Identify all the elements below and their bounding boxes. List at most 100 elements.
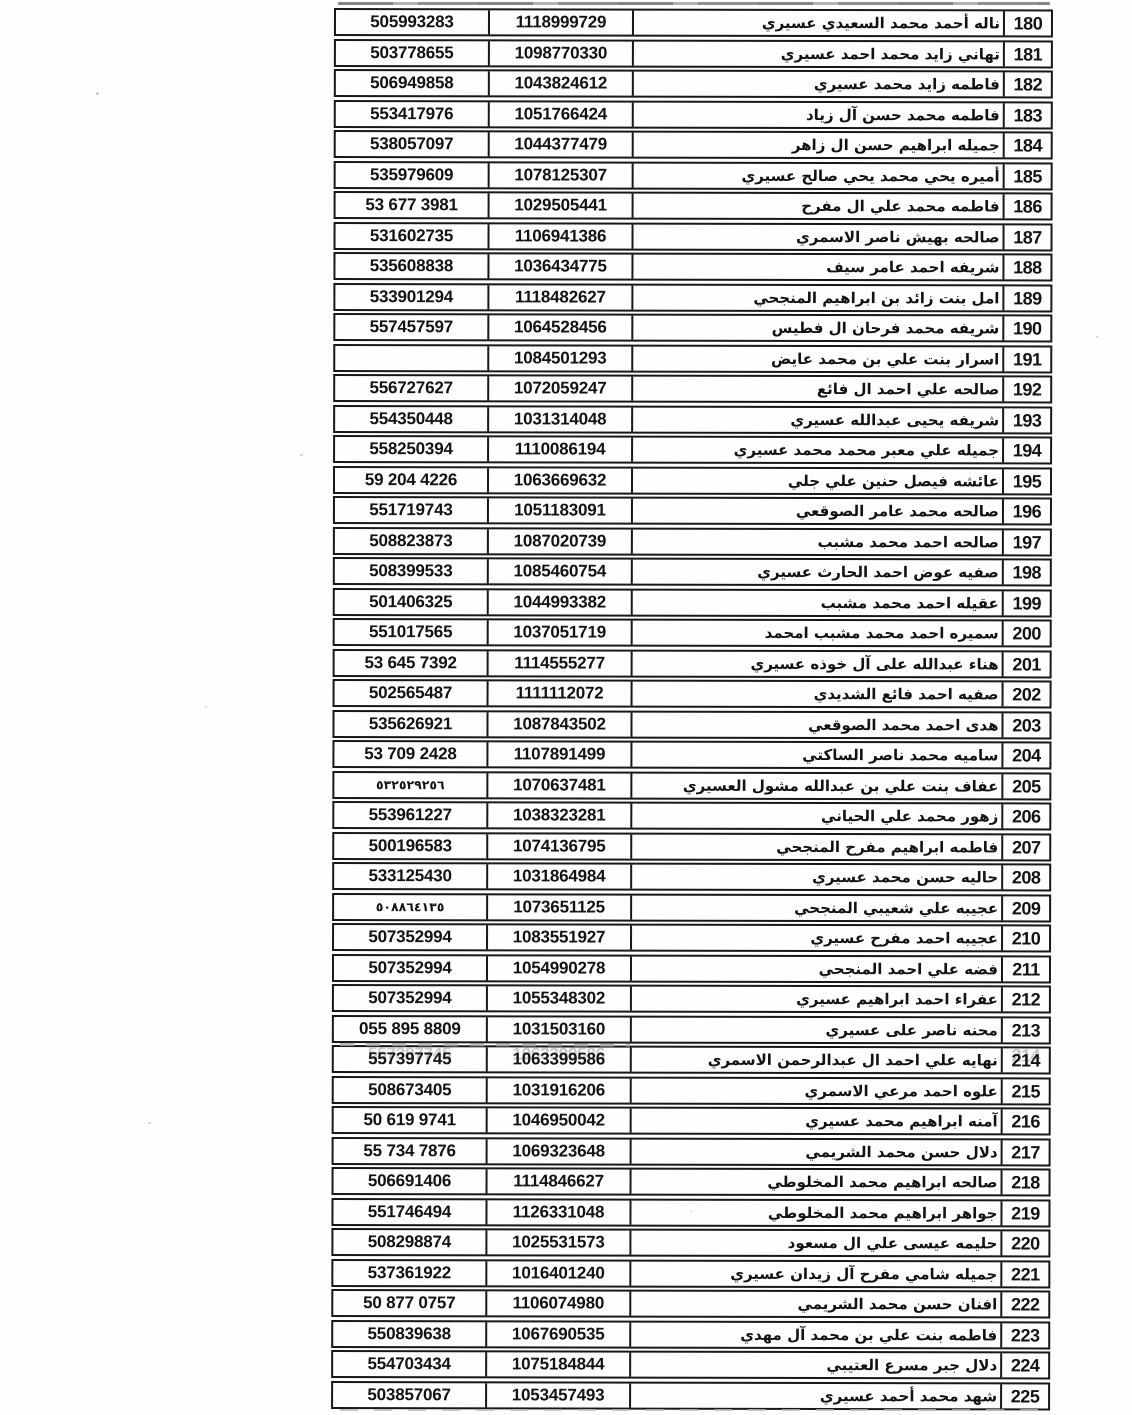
row-number-cell: 197 [1001,529,1050,555]
name-cell: صفيه احمد فائع الشديدي [813,685,999,704]
name-cell: جواهر ابراهيم محمد المخلوطي [767,1203,998,1222]
name-cell: دلال جبر مسرع العتيبي [826,1356,998,1375]
national-id-cell: 1087843502 [488,711,633,737]
name-cell: حاليه حسن محمد عسيري [812,868,999,887]
national-id-cell: 1051766424 [489,101,634,127]
phone-cell: 551017565 [334,620,489,645]
phone-cell: 50 619 9741 [333,1108,488,1133]
table-row: 506691406 1114846627 صالحه ابراهيم محمد … [331,1166,1051,1197]
phone-cell: 535979609 [335,162,490,187]
row-number-cell: 203 [1001,712,1050,738]
row-number-cell: 182 [1002,72,1051,97]
name-cell: صالحه علي احمد ال فائع [816,380,1000,399]
phone-cell: 551719743 [334,498,489,523]
row-number-cell: 223 [1000,1322,1049,1347]
table-row: 507352994 1054990278 فضه علي احمد المنجح… [331,953,1052,984]
national-id-cell: 1118999729 [489,10,634,35]
phone-cell: 533901294 [335,284,490,309]
table-row: 557397745 1063399586 نهايه علي احمد ال ع… [331,1044,1051,1075]
row-number-cell: 191 [1002,346,1051,372]
row-number-cell: 188 [1002,255,1051,280]
national-id-cell: 1069323648 [487,1138,632,1164]
national-id-cell: 1111112072 [488,681,633,706]
national-id-cell: 1074136795 [488,833,633,859]
phone-cell: 055 895 8809 [333,1016,488,1041]
table-row: 55 734 7876 1069323648 دلال حسن محمد الش… [331,1136,1051,1167]
phone-cell: 500196583 [334,833,489,858]
row-number-cell: 207 [1001,834,1050,859]
national-id-cell: 1063669632 [488,467,634,493]
table-row: 506949858 1043824612 فاطمه زايد محمد عسي… [333,68,1053,99]
phone-cell: 558250394 [335,437,490,462]
national-id-cell: 1031916206 [487,1077,632,1103]
table-row: 553961227 1038323281 زهور محمد علي الحيا… [332,800,1052,831]
national-id-cell: 1063399586 [487,1047,632,1072]
phone-cell: 507352994 [333,955,489,980]
table-row: 538057097 1044377479 جميله ابراهيم حسن ا… [333,129,1053,160]
national-id-cell: 1106074980 [487,1291,632,1316]
row-number-cell: 193 [1002,407,1051,433]
row-number-cell: 217 [1000,1139,1049,1164]
row-number-cell: 216 [1000,1109,1049,1134]
phone-cell: 506691406 [333,1169,488,1194]
table-row: ٥٣٢٥٢٩٢٥٦ 1070637481 عفاف بنت علي بن عبد… [332,770,1052,801]
row-number-cell: 180 [1002,11,1051,36]
scan-speck [148,1122,151,1124]
row-number-cell: 200 [1001,621,1050,646]
table-row: 533125430 1031864984 حاليه حسن محمد عسير… [332,861,1052,892]
phone-cell: 53 677 3981 [335,193,490,218]
table-row: 59 204 4226 1063669632 عائشه فيصل حنين ع… [332,465,1053,496]
national-id-cell: 1053457493 [487,1382,632,1408]
name-cell: جميله شامي مفرح آل زيدان عسيري [730,1264,998,1283]
national-id-cell: 1072059247 [489,376,634,401]
row-number-cell: 199 [1001,590,1050,616]
name-cell: نهايه علي احمد ال عبدالرحمن الاسمري [707,1050,998,1070]
table-row: 53 677 3981 1029505441 فاطمه محمد علي ال… [333,190,1053,221]
table-row: 553417976 1051766424 فاطمه محمد حسن آل ز… [333,99,1053,130]
phone-cell: 50 877 0757 [333,1291,488,1316]
phone-cell: 507352994 [333,986,488,1011]
row-number-cell: 205 [1001,773,1050,798]
phone-cell: 503857067 [333,1382,488,1407]
phone-cell: 554703434 [333,1352,488,1377]
phone-cell: 508399533 [334,559,489,584]
table-row: 531602735 1106941386 صالحه بهيش ناصر الا… [333,221,1053,252]
national-id-cell: 1085460754 [488,559,633,584]
national-id-cell: 1044993382 [488,589,633,615]
table-row: 507352994 1055348302 عفراء احمد ابراهيم … [331,983,1051,1014]
phone-cell: ٥٣٢٥٢٩٢٥٦ [334,772,489,797]
name-cell: دلال حسن محمد الشريمي [805,1142,998,1161]
name-cell: عجيبه علي شعيبي المنجحي [794,898,999,917]
table-row: 502565487 1111112072 صفيه احمد فائع الشد… [332,678,1052,709]
phone-cell: 53 645 7392 [334,650,489,675]
name-cell: صالحه محمد عامر الصوقعي [795,501,999,521]
name-cell: عجيبه احمد مفرح عسيري [810,928,999,948]
table-row: 551017565 1037051719 سميره احمد محمد مشب… [332,617,1052,648]
phone-cell: 553961227 [334,803,489,828]
phone-cell: 557457597 [335,315,490,340]
phone-cell: 503778655 [335,40,490,65]
name-cell: صفيه عوض احمد الحارث عسيري [757,562,999,582]
table-row: 533901294 1118482627 امل بنت زائد بن ابر… [333,282,1053,313]
national-id-cell: 1064528456 [489,315,634,340]
phone-cell: 502565487 [334,681,489,706]
row-number-cell: 206 [1001,804,1050,829]
row-number-cell: 210 [1001,926,1050,951]
row-number-cell: 183 [1002,102,1051,128]
row-number-cell: 208 [1001,865,1050,890]
row-number-cell: 213 [1000,1017,1049,1042]
name-cell: عقيله احمد محمد مشبب [820,593,999,612]
table-row: 557457597 1064528456 شريفه محمد فرحان ال… [333,312,1053,343]
national-id-cell: 1110086194 [489,437,634,462]
phone-cell: 531602735 [335,223,490,248]
scan-speck [96,92,99,95]
table-row: 551746494 1126331048 جواهر ابراهيم محمد … [331,1197,1051,1228]
name-cell: فاطمه زايد محمد عسيري [813,75,1000,94]
name-cell: سميره احمد محمد مشبب امحمد [764,623,999,643]
phone-cell [335,345,490,370]
table-row: 508823873 1087020739 صالحه احمد محمد مشب… [332,526,1052,557]
row-number-cell: 196 [1001,499,1050,524]
phone-cell: 508673405 [333,1077,488,1102]
table-row: 554350448 1031314048 شريفه يحيى عبدالله … [333,404,1053,435]
name-cell: صالحه احمد محمد مشبب [817,532,999,551]
